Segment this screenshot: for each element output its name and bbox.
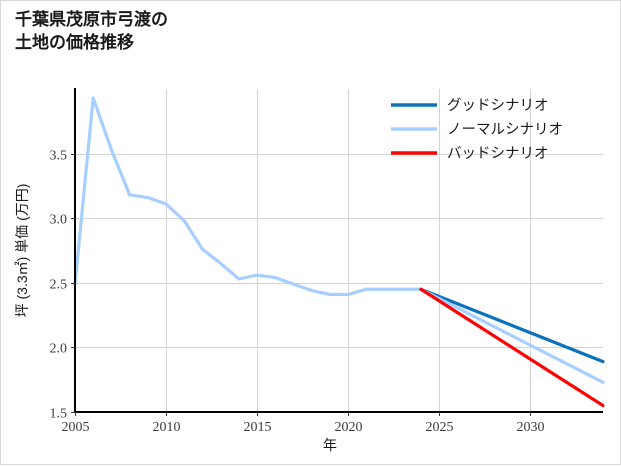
series-line-0	[73, 96, 423, 297]
legend-item-0[interactable]: グッドシナリオ	[391, 97, 549, 114]
x-tick-label: 2005	[62, 420, 90, 435]
axis-titles-layer: 年 坪 (3.3㎡) 単価 (万円)	[14, 184, 337, 454]
x-tick-label: 2010	[153, 420, 181, 435]
x-tick-label: 2020	[335, 420, 363, 435]
legend-label: ノーマルシナリオ	[447, 122, 563, 138]
y-tick-label: 3.0	[50, 213, 68, 228]
x-tick-label: 2015	[244, 420, 272, 435]
legend-item-2[interactable]: バッドシナリオ	[391, 146, 549, 162]
axes-layer	[71, 88, 603, 416]
legend-label: グッドシナリオ	[447, 97, 549, 114]
series-line-1	[419, 287, 605, 364]
y-tick-label: 3.5	[50, 149, 68, 164]
series-layer	[73, 96, 605, 408]
x-tick-label: 2030	[517, 420, 545, 435]
series-line-2	[419, 287, 605, 384]
y-axis-title: 坪 (3.3㎡) 単価 (万円)	[14, 184, 30, 318]
legend-label: バッドシナリオ	[447, 146, 549, 162]
legend-item-1[interactable]: ノーマルシナリオ	[391, 122, 563, 138]
x-axis-title: 年	[323, 438, 337, 454]
x-tick-label: 2025	[426, 420, 454, 435]
tick-labels-layer: 1.5 2.0 2.5 3.0 3.5 2005 2010 2015 2020 2025 2030	[50, 149, 545, 436]
series-line-3	[419, 287, 605, 408]
y-tick-label: 1.5	[50, 407, 68, 422]
page-title: 千葉県茂原市弓渡の 土地の価格推移	[15, 10, 168, 52]
y-tick-label: 2.0	[50, 342, 68, 357]
y-tick-label: 2.5	[50, 278, 68, 293]
